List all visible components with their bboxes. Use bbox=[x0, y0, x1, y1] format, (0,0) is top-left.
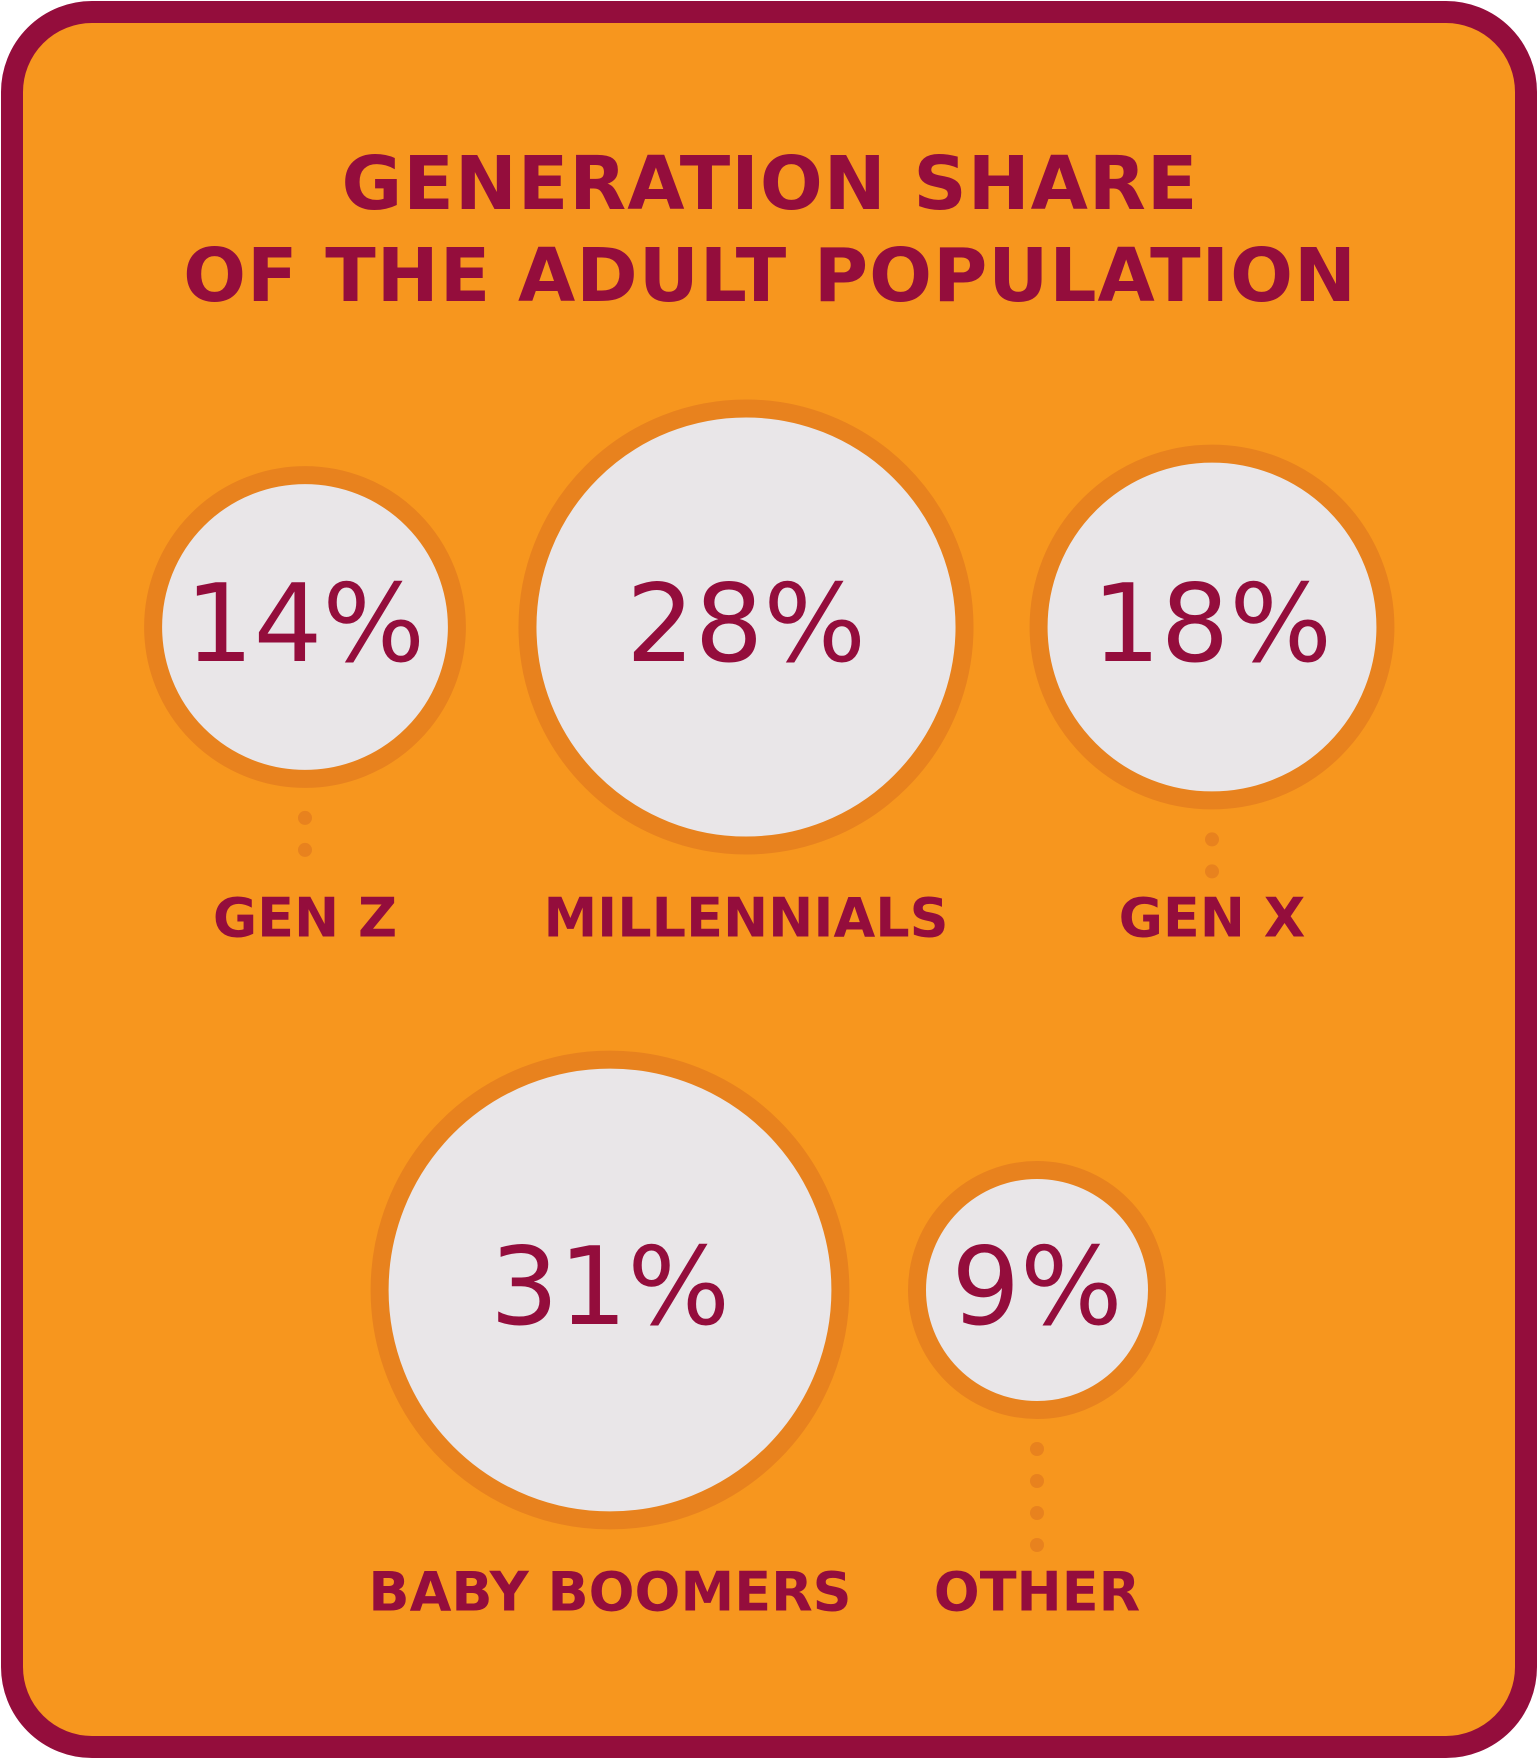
connector-dot bbox=[1030, 1474, 1044, 1488]
connector-dot bbox=[1205, 832, 1219, 847]
value-label: 9% bbox=[951, 1225, 1122, 1350]
chart-title: GENERATION SHARE OF THE ADULT POPULATION bbox=[183, 141, 1357, 319]
connector-dot bbox=[1030, 1506, 1044, 1520]
bubble bbox=[1029, 444, 1395, 810]
category-label: MILLENNIALS bbox=[543, 887, 948, 950]
connector-dot bbox=[298, 842, 312, 857]
category-label: GEN Z bbox=[213, 887, 397, 950]
connector-dot bbox=[298, 810, 312, 825]
connector-dot bbox=[1030, 1442, 1044, 1456]
value-label: 14% bbox=[185, 562, 425, 687]
category-label: BABY BOOMERS bbox=[368, 1561, 851, 1624]
bubble bbox=[370, 1050, 850, 1530]
category-label: GEN X bbox=[1119, 887, 1306, 950]
category-label: OTHER bbox=[934, 1561, 1140, 1624]
connector-dot bbox=[1030, 1538, 1044, 1552]
bubble bbox=[518, 399, 974, 855]
bubble bbox=[908, 1161, 1166, 1419]
bubble bbox=[144, 466, 466, 788]
connector-dot bbox=[1205, 864, 1219, 879]
value-label: 18% bbox=[1092, 562, 1332, 687]
value-label: 31% bbox=[490, 1225, 730, 1350]
value-label: 28% bbox=[626, 562, 866, 687]
